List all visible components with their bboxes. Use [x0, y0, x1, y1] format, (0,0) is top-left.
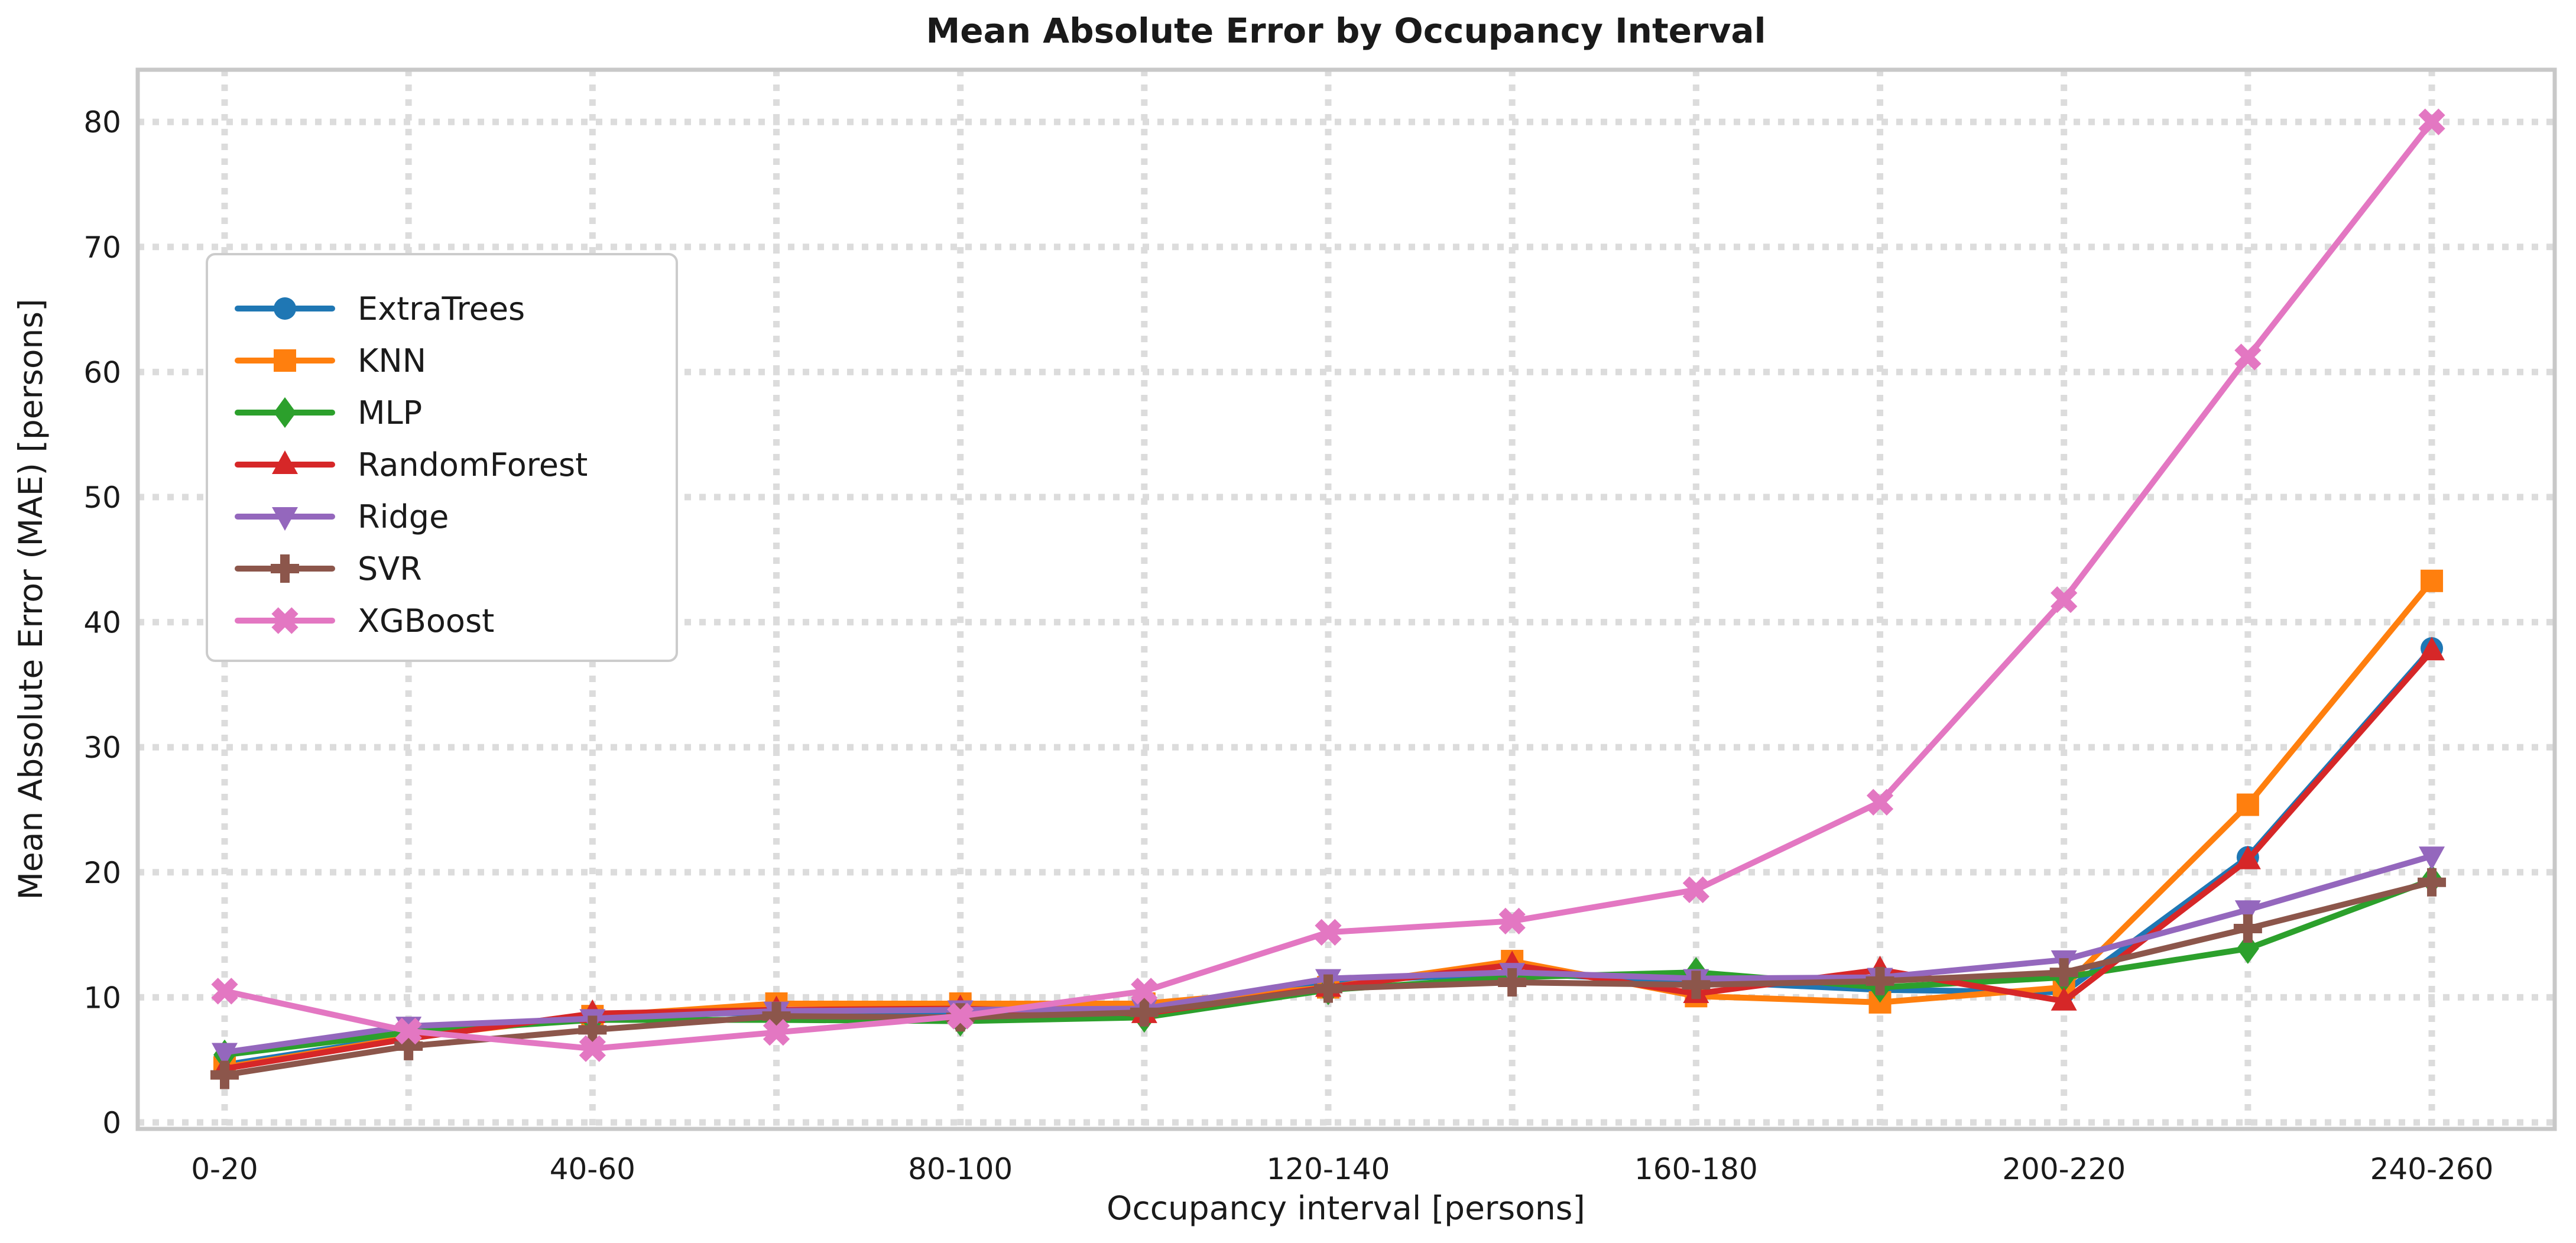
legend-item-randomforest: RandomForest — [235, 446, 588, 483]
x-tick-label: 160-180 — [1634, 1152, 1758, 1186]
triangle-down-marker — [212, 1043, 238, 1067]
legend-item-ridge: Ridge — [235, 498, 449, 536]
y-tick-label: 30 — [83, 731, 121, 765]
x-tick-label: 40-60 — [550, 1152, 635, 1186]
series-svr — [210, 868, 2447, 1089]
plus-marker — [2418, 868, 2447, 897]
legend-label: ExtraTrees — [358, 290, 525, 327]
y-axis-label: Mean Absolute Error (MAE) [persons] — [12, 298, 50, 900]
triangle-up-marker — [2051, 986, 2077, 1011]
series-xgboost — [211, 108, 2445, 1062]
y-tick-label: 70 — [83, 231, 121, 265]
x-tick-labels: 0-20 40-60 80-100 120-140 160-180 200-220 240-… — [191, 1152, 2493, 1186]
triangle-up-marker — [2419, 637, 2445, 661]
legend-item-mlp: MLP — [235, 394, 422, 431]
y-tick-labels: 0 10 20 30 40 50 60 70 80 — [83, 105, 121, 1140]
x-marker — [1131, 978, 1158, 1005]
x-tick-label: 200-220 — [2002, 1152, 2126, 1186]
legend-item-svr: SVR — [235, 550, 422, 588]
x-marker — [1315, 919, 1342, 946]
legend: ExtraTrees KNN MLP RandomForest Ridge SVR XGBo… — [206, 253, 678, 662]
x-tick-label: 240-260 — [2370, 1152, 2494, 1186]
plus-marker — [210, 1060, 239, 1089]
plus-marker — [1498, 968, 1527, 997]
y-tick-label: 80 — [83, 105, 121, 139]
legend-box — [206, 253, 678, 662]
legend-label: RandomForest — [358, 446, 588, 483]
x-marker — [395, 1017, 422, 1045]
chart-title: Mean Absolute Error by Occupancy Interva… — [926, 11, 1766, 51]
triangle-down-marker — [2419, 846, 2445, 871]
y-tick-label: 60 — [83, 355, 121, 390]
plus-marker — [2233, 914, 2262, 943]
y-tick-label: 40 — [83, 606, 121, 640]
plus-marker — [1314, 974, 1343, 1003]
square-marker — [274, 349, 296, 372]
legend-item-xgboost: XGBoost — [235, 602, 494, 640]
legend-item-knn: KNN — [235, 342, 426, 379]
x-marker — [2051, 586, 2078, 614]
square-marker — [2421, 569, 2444, 592]
triangle-up-marker — [2234, 845, 2261, 869]
y-tick-label: 10 — [83, 981, 121, 1015]
x-axis-label: Occupancy interval [persons] — [1107, 1189, 1585, 1227]
x-marker — [947, 1002, 974, 1030]
diamond-marker — [274, 397, 296, 428]
square-marker — [2236, 793, 2259, 816]
legend-label: KNN — [358, 342, 426, 379]
x-marker — [763, 1019, 790, 1046]
y-tick-label: 50 — [83, 481, 121, 515]
plus-marker — [1130, 998, 1159, 1027]
legend-label: XGBoost — [358, 602, 494, 640]
plot-border — [135, 67, 2557, 1131]
plus-marker — [762, 1002, 791, 1031]
x-tick-label: 0-20 — [191, 1152, 258, 1186]
x-marker — [2234, 343, 2262, 371]
triangle-down-marker — [272, 507, 298, 531]
x-marker — [1682, 876, 1709, 904]
legend-item-extratrees: ExtraTrees — [235, 290, 525, 327]
plus-marker — [1682, 971, 1711, 999]
x-marker — [1866, 788, 1894, 816]
legend-label: Ridge — [358, 498, 449, 536]
legend-label: MLP — [358, 394, 422, 431]
x-marker — [2418, 108, 2445, 135]
diamond-marker — [2236, 933, 2259, 964]
triangle-up-marker — [272, 450, 298, 474]
circle-marker — [274, 297, 296, 320]
y-tick-label: 0 — [102, 1106, 121, 1140]
legend-label: SVR — [358, 550, 422, 588]
plus-marker — [1866, 966, 1894, 995]
plus-marker — [394, 1031, 423, 1060]
x-marker — [579, 1035, 606, 1062]
x-tick-label: 80-100 — [908, 1152, 1013, 1186]
plus-marker — [578, 1015, 607, 1044]
x-marker — [1498, 907, 1526, 934]
x-marker — [271, 607, 299, 634]
x-marker — [211, 978, 238, 1005]
plus-marker — [271, 554, 299, 583]
x-tick-label: 120-140 — [1267, 1152, 1390, 1186]
plus-marker — [2049, 958, 2078, 987]
triangle-down-marker — [2234, 900, 2261, 924]
y-tick-label: 20 — [83, 856, 121, 890]
